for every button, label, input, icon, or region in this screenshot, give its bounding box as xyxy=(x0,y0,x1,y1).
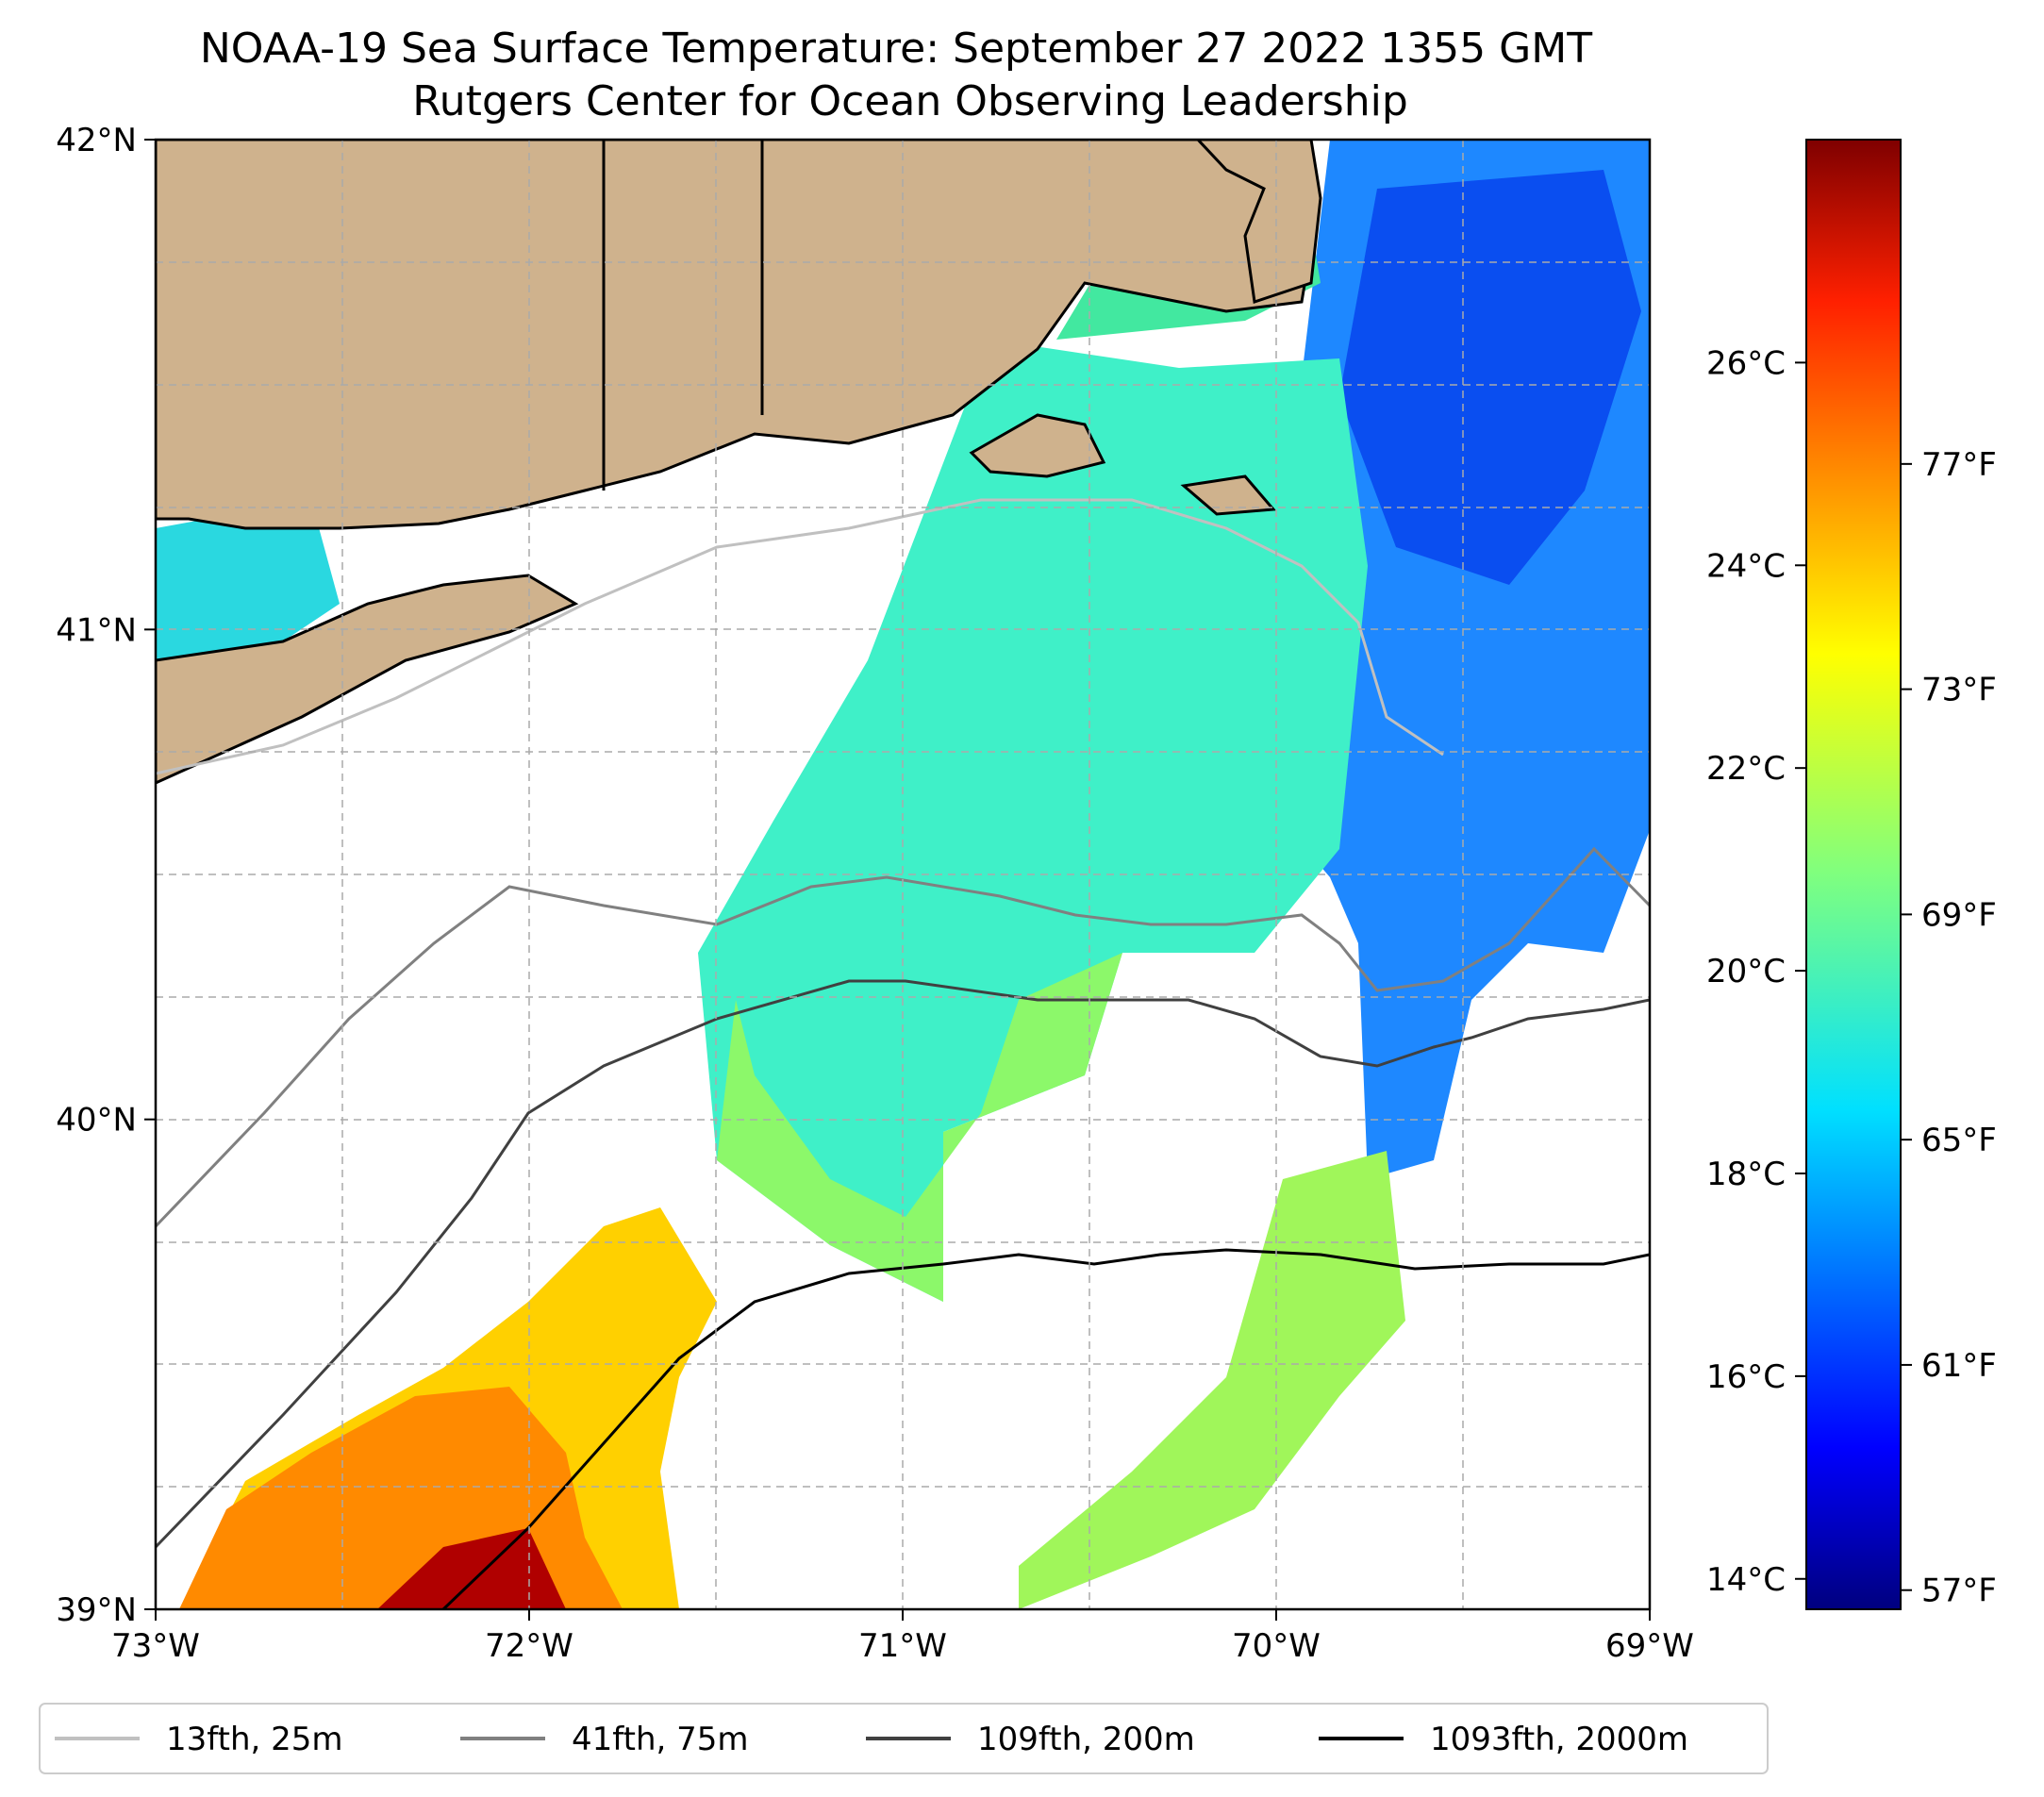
fahrenheit-tick-label: 69°F xyxy=(1921,896,1997,934)
latitude-axis: 42°N 41°N 40°N 39°N xyxy=(56,122,156,1629)
sst-field xyxy=(156,140,1650,1609)
new-england-landmass xyxy=(156,140,1313,530)
nantucket xyxy=(1180,474,1277,516)
legend-label: 109fth, 200m xyxy=(977,1721,1195,1758)
lon-tick-label: 70°W xyxy=(1232,1627,1321,1665)
map-area xyxy=(156,140,1650,1609)
legend-label: 41fth, 75m xyxy=(572,1721,749,1758)
fahrenheit-tick-label: 57°F xyxy=(1921,1572,1997,1610)
celsius-tick-label: 18°C xyxy=(1706,1156,1786,1193)
lat-tick-label: 40°N xyxy=(56,1102,137,1140)
lon-tick-label: 72°W xyxy=(485,1627,573,1665)
fahrenheit-tick-label: 65°F xyxy=(1921,1122,1997,1159)
fahrenheit-tick-label: 77°F xyxy=(1921,446,1997,484)
lon-tick-label: 71°W xyxy=(858,1627,947,1665)
isobath-2000m xyxy=(441,1248,1650,1609)
isobath-25m xyxy=(156,498,1444,775)
warmest-water-patch xyxy=(377,1528,566,1609)
isobath-200m xyxy=(156,979,1650,1549)
celsius-tick-label: 20°C xyxy=(1706,953,1786,990)
cold-core-patch xyxy=(1339,170,1641,585)
isobath-contours xyxy=(156,498,1650,1609)
shelf-water-patch xyxy=(698,340,1368,1302)
colorbar: 26°C 24°C 22°C 20°C 18°C 16°C 14°C 77°F 73°F 69°… xyxy=(1706,139,1997,1610)
legend: 13fth, 25m 41fth, 75m 109fth, 200m 1093fth,… xyxy=(39,1703,1769,1774)
map-subtitle: Rutgers Center for Ocean Observing Leade… xyxy=(412,77,1408,125)
cape-cod xyxy=(1195,140,1322,304)
gridlines xyxy=(156,140,1650,1609)
lat-tick-label: 39°N xyxy=(56,1591,137,1629)
sound-water-patch xyxy=(156,500,340,670)
lat-tick-label: 42°N xyxy=(56,122,137,159)
marthas-vineyard xyxy=(969,413,1106,478)
celsius-tick-label: 16°C xyxy=(1706,1358,1786,1396)
fahrenheit-tick-label: 73°F xyxy=(1921,672,1997,709)
celsius-tick-label: 24°C xyxy=(1706,547,1786,585)
fahrenheit-tick-label: 61°F xyxy=(1921,1347,1997,1385)
lon-tick-label: 69°W xyxy=(1605,1627,1694,1665)
legend-label: 1093fth, 2000m xyxy=(1430,1721,1688,1758)
lat-tick-label: 41°N xyxy=(56,611,137,649)
slope-water-patch xyxy=(717,953,1122,1302)
map-title: NOAA-19 Sea Surface Temperature: Septemb… xyxy=(200,25,1592,73)
celsius-tick-label: 22°C xyxy=(1706,750,1786,788)
southeast-band-patch xyxy=(1019,1151,1405,1609)
legend-label: 13fth, 25m xyxy=(166,1721,343,1758)
land xyxy=(156,140,1322,785)
longitude-axis: 73°W 72°W 71°W 70°W 69°W xyxy=(111,1609,1694,1665)
celsius-tick-label: 14°C xyxy=(1706,1561,1786,1599)
colorbar-celsius-ticks: 26°C 24°C 22°C 20°C 18°C 16°C 14°C xyxy=(1706,344,1806,1599)
colorbar-fahrenheit-ticks: 77°F 73°F 69°F 65°F 61°F 57°F xyxy=(1901,446,1997,1610)
celsius-tick-label: 26°C xyxy=(1706,344,1786,382)
isobath-75m xyxy=(156,846,1650,1228)
colorbar-gradient xyxy=(1805,139,1902,1610)
long-island xyxy=(156,574,579,785)
legend-entries: 13fth, 25m 41fth, 75m 109fth, 200m 1093fth,… xyxy=(55,1721,1688,1758)
lon-tick-label: 73°W xyxy=(111,1627,200,1665)
